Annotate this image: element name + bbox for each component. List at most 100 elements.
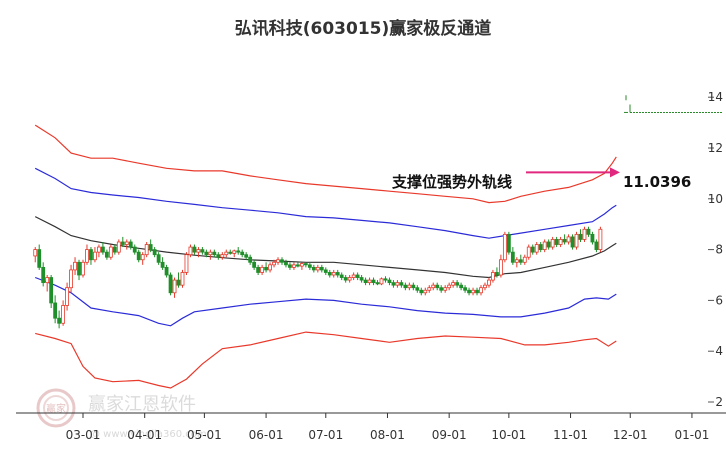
candle-body: [411, 284, 416, 289]
candle-body: [136, 251, 141, 261]
x-tick-label: 01-01: [675, 428, 710, 442]
candle-body: [176, 279, 181, 286]
candle-body: [307, 264, 312, 268]
candle-body: [33, 249, 38, 257]
candle-body: [479, 287, 483, 294]
candle-body: [124, 241, 129, 245]
candle-body: [264, 266, 268, 271]
candle-body: [192, 246, 197, 253]
y-tick-label: 6: [715, 293, 723, 307]
x-tick-label: 10-01: [491, 428, 526, 442]
candle-body: [471, 289, 475, 294]
candle-body: [506, 233, 511, 253]
candle-body: [487, 279, 491, 286]
candle-body: [495, 272, 499, 276]
candle-body: [93, 251, 97, 261]
candle-body: [542, 241, 547, 250]
candle-body: [431, 284, 436, 289]
watermark-url: @ www.yingjia360.com: [90, 429, 207, 440]
candle-body: [550, 239, 555, 248]
candle-body: [256, 266, 261, 273]
candle-body: [566, 236, 571, 243]
candle-body: [73, 261, 77, 271]
candle-body: [144, 244, 149, 256]
candle-body: [311, 266, 316, 271]
candle-body: [57, 317, 62, 324]
candle-body: [347, 277, 352, 281]
candle-body: [339, 274, 344, 278]
candle-body: [459, 284, 464, 289]
candle-body: [49, 277, 54, 304]
candle-body: [419, 289, 424, 294]
candle-body: [240, 251, 245, 256]
candle-body: [212, 251, 217, 256]
candle-body: [455, 282, 460, 286]
candle-body: [562, 239, 567, 243]
candle-body: [120, 241, 125, 245]
candle-body: [188, 246, 193, 256]
candle-body: [224, 251, 229, 256]
candle-body: [331, 272, 336, 276]
y-tick-label: 8: [715, 243, 723, 257]
y-tick-label: 4: [715, 344, 723, 358]
candle-body: [152, 249, 157, 256]
candle-body: [570, 236, 575, 248]
candle-body: [546, 241, 551, 248]
candle-body: [77, 261, 81, 276]
candle-body: [128, 241, 133, 248]
candle-body: [403, 284, 408, 289]
y-tick-label: 12: [708, 141, 723, 155]
candle-body: [399, 282, 404, 286]
candle-body: [196, 249, 201, 253]
candle-body: [371, 279, 376, 284]
candle-body: [97, 246, 101, 253]
candle-body: [180, 272, 185, 286]
candle-body: [168, 274, 173, 294]
candle-body: [148, 244, 153, 251]
x-tick-label: 08-01: [370, 428, 405, 442]
candle-body: [355, 274, 360, 278]
candle-body: [574, 233, 579, 248]
candle-body: [447, 284, 452, 289]
candle-body: [502, 233, 507, 261]
candle-body: [276, 259, 280, 263]
annotation-arrowhead: [610, 167, 620, 178]
candle-body: [65, 287, 69, 306]
candle-body: [359, 277, 364, 281]
candle-body: [208, 251, 213, 256]
candle-body: [343, 277, 348, 281]
candle-body: [323, 269, 328, 273]
candle-body: [375, 282, 380, 285]
candle-body: [81, 261, 85, 276]
candle-body: [236, 250, 241, 253]
candle-body: [415, 287, 420, 291]
annotation-label: 支撑位强势外轨线: [391, 173, 512, 191]
dashed-levels: [624, 95, 722, 113]
candle-body: [232, 250, 237, 254]
x-tick-label: 11-01: [553, 428, 588, 442]
candle-body: [530, 246, 535, 253]
candle-body: [268, 264, 272, 271]
watermark-logo-ring: [43, 395, 69, 421]
candle-body: [522, 256, 527, 263]
candle-body: [483, 284, 487, 289]
candle-body: [427, 287, 432, 291]
candle-body: [526, 246, 531, 258]
candle-body: [160, 261, 165, 268]
candle-body: [292, 264, 296, 268]
x-tick-label: 04-01: [127, 428, 162, 442]
candle-body: [112, 246, 117, 253]
candle-body: [41, 266, 46, 284]
candle-body: [586, 228, 591, 235]
candle-body: [284, 261, 288, 266]
annotation-value: 11.0396: [623, 173, 691, 191]
candle-body: [220, 254, 225, 258]
candle-body: [590, 233, 595, 243]
y-tick-label: 10: [708, 192, 723, 206]
candle-body: [104, 251, 109, 258]
candle-body: [594, 241, 599, 250]
candle-body: [463, 287, 467, 291]
candle-body: [299, 263, 304, 267]
x-axis: 03-01 04-01 05-01 06-01 07-01 08-01 09-01 10-01…: [16, 412, 726, 442]
